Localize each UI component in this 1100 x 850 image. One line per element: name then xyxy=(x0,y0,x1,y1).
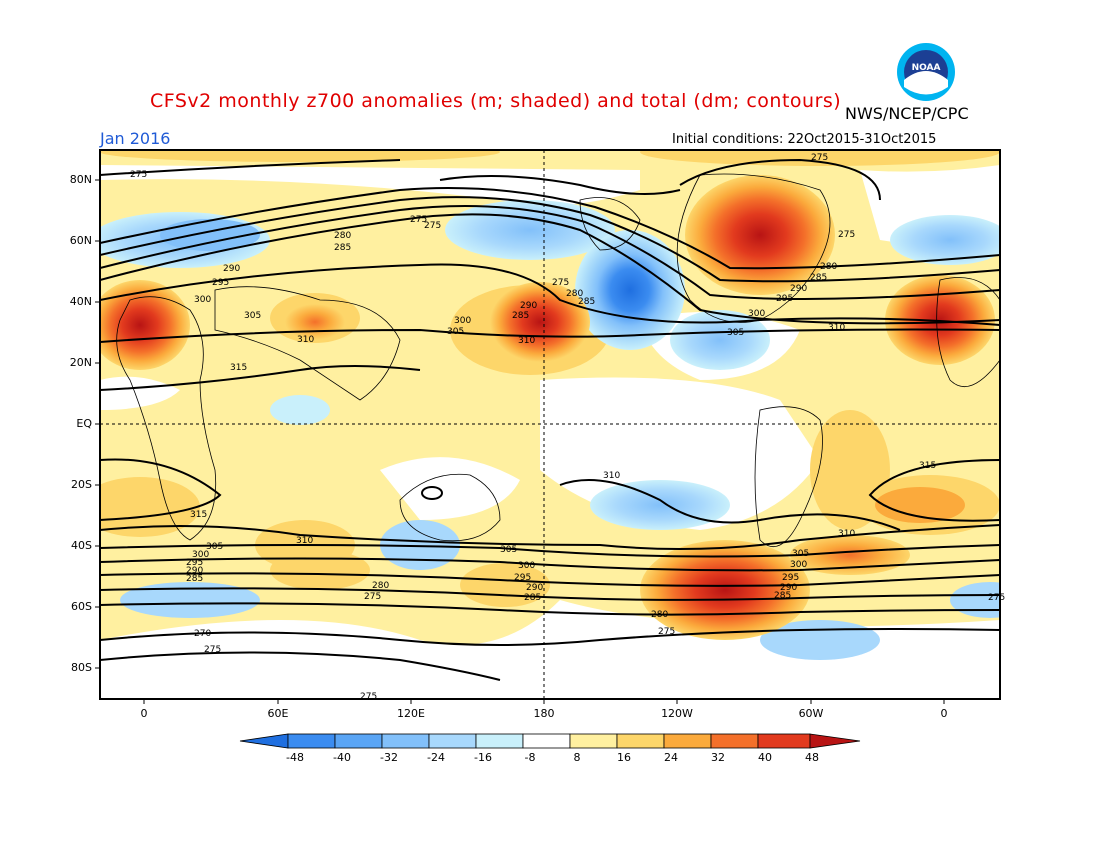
contour-label: 275 xyxy=(424,221,441,231)
contour-label: 305 xyxy=(727,328,744,338)
shading-layer xyxy=(100,150,1000,699)
contour-label: 285 xyxy=(578,297,595,307)
colorbar-tick: 24 xyxy=(664,751,678,764)
contour-label: 275 xyxy=(658,627,675,637)
contour-label: 305 xyxy=(500,545,517,555)
contour-label: 295 xyxy=(776,294,793,304)
contour-label: 310 xyxy=(297,335,314,345)
lat-label: 20N xyxy=(69,356,92,369)
colorbar-tick: 32 xyxy=(711,751,725,764)
lat-label: EQ xyxy=(76,417,92,430)
colorbar-tick: -40 xyxy=(333,751,351,764)
lon-label: 120W xyxy=(661,707,693,720)
contour-label: 280 xyxy=(820,262,837,272)
contour-label: 285 xyxy=(186,574,203,584)
contour-label: 285 xyxy=(774,591,791,601)
contour-label: 310 xyxy=(838,529,855,539)
contour-label: 300 xyxy=(454,316,471,326)
contour-label: 275 xyxy=(364,592,381,602)
tick-marks xyxy=(95,179,945,704)
colorbar-tick: -48 xyxy=(286,751,304,764)
contour-label: 300 xyxy=(192,550,209,560)
contour-label: 290 xyxy=(223,264,240,274)
lat-label: 60S xyxy=(71,600,92,613)
lon-label: 0 xyxy=(940,707,948,720)
contour-label: 305 xyxy=(206,542,223,552)
colorbar xyxy=(239,733,861,749)
lon-label: 180 xyxy=(533,707,555,720)
colorbar-tick: -8 xyxy=(524,751,536,764)
lon-label: 0 xyxy=(140,707,148,720)
coastline-layer xyxy=(116,173,1000,547)
contour-label: 300 xyxy=(790,560,807,570)
contour-label: 290 xyxy=(790,284,807,294)
lat-label: 80N xyxy=(69,173,92,186)
contour-label: 280 xyxy=(651,610,668,620)
contour-label: 275 xyxy=(130,170,147,180)
noaa-logo-icon: NOAA xyxy=(897,43,955,101)
lon-label: 60W xyxy=(798,707,824,720)
contour-label: 295 xyxy=(514,573,531,583)
contour-label: 315 xyxy=(190,510,207,520)
colorbar-arrow-left xyxy=(239,733,289,749)
forecast-month: Jan 2016 xyxy=(100,129,171,148)
contour-label: 315 xyxy=(919,461,936,471)
colorbar-tick: 8 xyxy=(573,751,581,764)
lat-label: 80S xyxy=(71,661,92,674)
contour-label: 290 xyxy=(526,583,543,593)
lat-label: 60N xyxy=(69,234,92,247)
lat-label: 40N xyxy=(69,295,92,308)
colorbar-tick: 48 xyxy=(805,751,819,764)
contour-label: 285 xyxy=(810,273,827,283)
contour-label: 270 xyxy=(194,629,211,639)
contour-label: 305 xyxy=(244,311,261,321)
contour-label: 315 xyxy=(230,363,247,373)
contour-label: 310 xyxy=(828,323,845,333)
contour-label: 310 xyxy=(296,536,313,546)
contour-label: 305 xyxy=(792,549,809,559)
lat-label: 40S xyxy=(71,539,92,552)
contour-label: 290 xyxy=(780,583,797,593)
colorbar-tick: 40 xyxy=(758,751,772,764)
contour-label: 300 xyxy=(748,309,765,319)
contour-label: 300 xyxy=(194,295,211,305)
contour-label: 295 xyxy=(782,573,799,583)
contour-label: 280 xyxy=(372,581,389,591)
contour-label: 275 xyxy=(360,692,377,702)
contour-label: 300 xyxy=(518,561,535,571)
contour-label: 290 xyxy=(186,566,203,576)
logo-text: NOAA xyxy=(912,63,941,73)
contour-label: 275 xyxy=(204,645,221,655)
contour-label: 310 xyxy=(603,471,620,481)
contour-label: 280 xyxy=(334,231,351,241)
contour-labels: 275 275 275 280 285 290 295 300 305 310 … xyxy=(130,153,1005,702)
contour-label: 290 xyxy=(520,301,537,311)
contour-label: 285 xyxy=(512,311,529,321)
lat-label: 20S xyxy=(71,478,92,491)
contour-layer xyxy=(100,158,1000,681)
colorbar-tick: -32 xyxy=(380,751,398,764)
contour-label: 285 xyxy=(524,593,541,603)
colorbar-tick: -16 xyxy=(474,751,492,764)
colorbar-tick: -24 xyxy=(427,751,445,764)
contour-label: 280 xyxy=(566,289,583,299)
agency-label: NWS/NCEP/CPC xyxy=(845,104,969,123)
contour-label: 305 xyxy=(447,327,464,337)
contour-label: 275 xyxy=(552,278,569,288)
contour-label: 285 xyxy=(334,243,351,253)
lon-label: 60E xyxy=(267,707,289,720)
contour-label: 295 xyxy=(186,558,203,568)
contour-label: 310 xyxy=(518,336,535,346)
colorbar-tick: 16 xyxy=(617,751,631,764)
contour-label: 275 xyxy=(811,153,828,163)
chart-title: CFSv2 monthly z700 anomalies (m; shaded)… xyxy=(150,90,842,112)
contour-label: 275 xyxy=(410,215,427,225)
colorbar-arrow-right xyxy=(809,733,861,749)
lon-label: 120E xyxy=(397,707,425,720)
contour-label: 275 xyxy=(988,593,1005,603)
contour-label: 275 xyxy=(838,230,855,240)
contour-label: 295 xyxy=(212,278,229,288)
initial-conditions: Initial conditions: 22Oct2015-31Oct2015 xyxy=(672,132,937,147)
